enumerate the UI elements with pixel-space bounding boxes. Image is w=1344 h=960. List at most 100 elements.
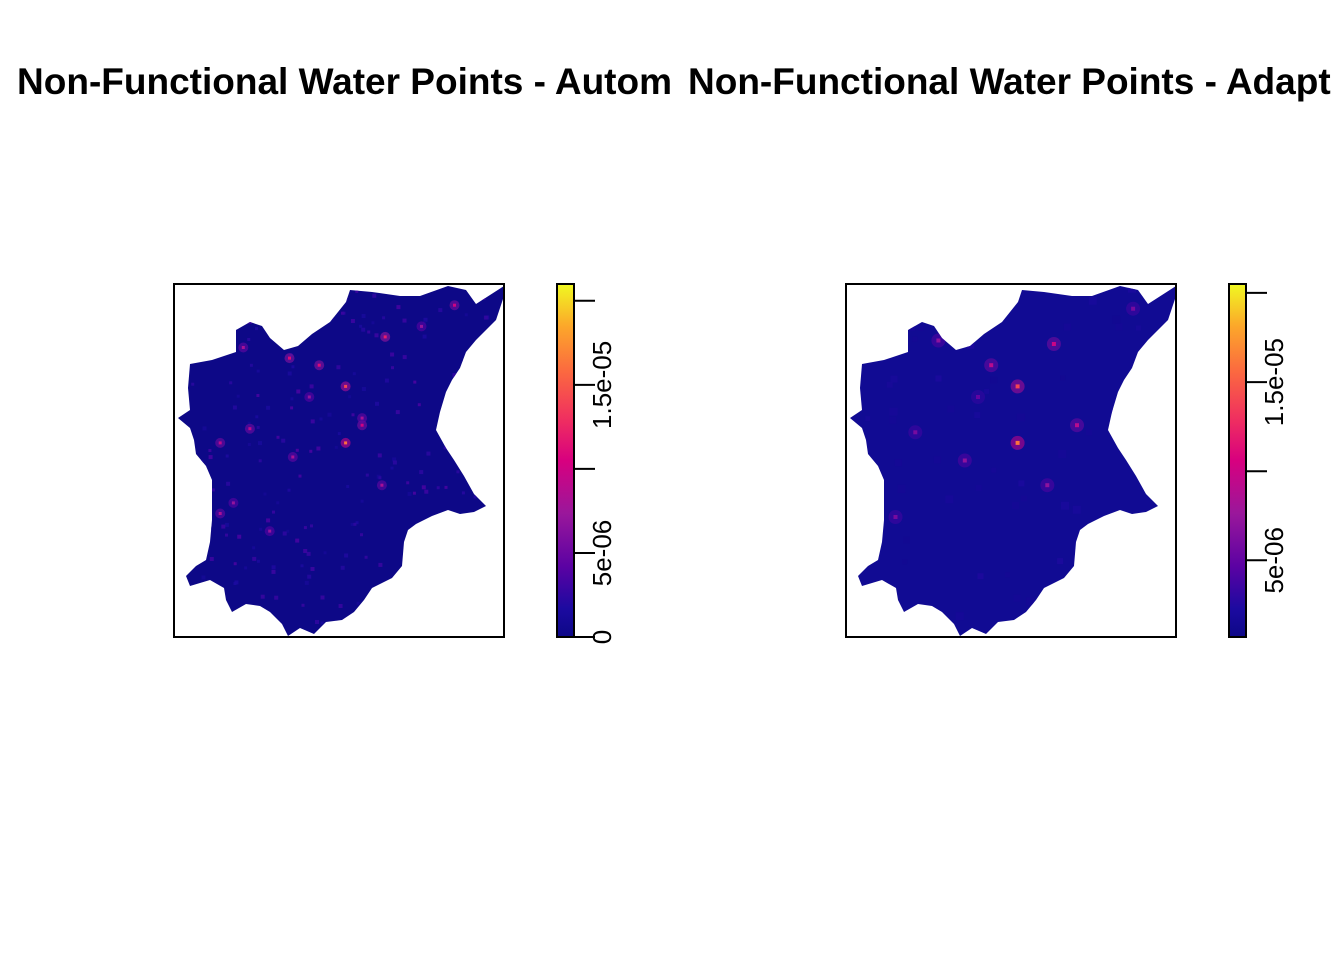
speckle-cell <box>1005 572 1010 578</box>
speckle-cell <box>260 594 265 599</box>
speckle-cell <box>301 603 305 607</box>
speckle-cell <box>290 406 294 410</box>
speckle-cell <box>464 547 468 551</box>
speckle-cell <box>309 384 314 389</box>
right-panel-title: Non-Functional Water Points - Adapt <box>688 61 1331 102</box>
speckle-cell <box>360 533 363 537</box>
speckle-cell <box>443 446 447 450</box>
speckle-cell <box>396 305 401 310</box>
speckle-cell <box>202 426 207 431</box>
speckle-cell <box>497 607 501 611</box>
speckle-cell <box>226 481 231 486</box>
speckle-cell <box>221 524 226 529</box>
speckle-cell <box>351 413 355 417</box>
speckle-cell <box>353 522 357 526</box>
speckle-cell <box>477 343 481 347</box>
speckle-cell <box>417 403 421 407</box>
hotspot-point <box>420 324 423 328</box>
speckle-cell <box>256 425 260 429</box>
speckle-cell <box>282 531 287 536</box>
speckle-cell <box>191 382 195 386</box>
speckle-cell <box>423 317 428 322</box>
speckle-cell <box>378 562 383 567</box>
speckle-cell <box>1086 429 1092 436</box>
left-panel-title: Non-Functional Water Points - Autom <box>17 61 672 102</box>
speckle-cell <box>304 580 309 585</box>
speckle-cell <box>473 495 477 499</box>
speckle-cell <box>178 547 182 551</box>
speckle-cell <box>221 335 225 339</box>
speckle-cell <box>1016 413 1025 422</box>
speckle-cell <box>338 604 343 608</box>
speckle-cell <box>206 315 211 320</box>
speckle-cell <box>340 565 345 570</box>
speckle-cell <box>289 312 293 316</box>
hotspot-point <box>1051 342 1056 346</box>
speckle-cell <box>319 315 324 320</box>
speckle-cell <box>468 364 473 369</box>
speckle-cell <box>287 371 292 376</box>
hotspot-point <box>307 395 311 399</box>
speckle-cell <box>263 492 267 496</box>
speckle-cell <box>286 529 290 533</box>
speckle-cell <box>1099 518 1105 524</box>
speckle-cell <box>374 333 379 338</box>
speckle-cell <box>189 519 194 524</box>
speckle-cell <box>875 511 883 519</box>
speckle-cell <box>346 485 350 488</box>
speckle-cell <box>499 441 503 445</box>
speckle-cell <box>459 439 463 443</box>
speckle-cell <box>255 327 258 331</box>
speckle-cell <box>960 324 967 331</box>
hotspot-point <box>976 395 980 399</box>
speckle-cell <box>382 316 386 320</box>
speckle-cell <box>417 528 421 532</box>
speckle-cell <box>894 459 902 467</box>
speckle-cell <box>208 455 213 460</box>
speckle-cell <box>375 401 379 406</box>
speckle-cell <box>889 407 898 416</box>
speckle-cell <box>1034 610 1042 618</box>
speckle-cell <box>1077 560 1086 569</box>
hotspot-point <box>1131 306 1136 311</box>
speckle-cell <box>209 557 214 561</box>
speckle-cell <box>224 522 229 527</box>
hotspot-point <box>268 529 272 533</box>
hotspot-point <box>893 515 898 519</box>
speckle-cell <box>361 327 366 332</box>
speckle-cell <box>355 289 359 293</box>
speckle-cell <box>483 492 487 496</box>
speckle-cell <box>258 459 262 463</box>
speckle-cell <box>367 330 371 334</box>
speckle-cell <box>343 296 348 301</box>
speckle-cell <box>196 320 200 324</box>
speckle-cell <box>1058 450 1067 458</box>
speckle-cell <box>418 608 422 613</box>
speckle-cell <box>487 368 491 372</box>
speckle-cell <box>444 485 448 489</box>
speckle-cell <box>1131 436 1137 442</box>
speckle-cell <box>498 552 503 557</box>
left-density-map <box>178 286 504 636</box>
speckle-cell <box>283 338 287 343</box>
speckle-cell <box>298 474 302 478</box>
speckle-cell <box>1148 352 1155 359</box>
speckle-cell <box>210 348 214 352</box>
speckle-cell <box>254 616 259 621</box>
speckle-cell <box>365 473 369 477</box>
speckle-cell <box>323 551 327 555</box>
speckle-cell <box>406 481 410 485</box>
speckle-cell <box>480 349 485 354</box>
speckle-cell <box>233 582 237 585</box>
left-plot-frame <box>173 283 505 638</box>
speckle-cell <box>180 375 183 379</box>
speckle-cell <box>889 416 897 424</box>
speckle-cell <box>1012 502 1019 509</box>
hotspot-point <box>360 416 364 420</box>
speckle-cell <box>461 491 465 495</box>
speckle-cell <box>912 336 918 342</box>
speckle-cell <box>395 410 400 415</box>
speckle-cell <box>960 338 966 343</box>
speckle-cell <box>1047 592 1053 597</box>
